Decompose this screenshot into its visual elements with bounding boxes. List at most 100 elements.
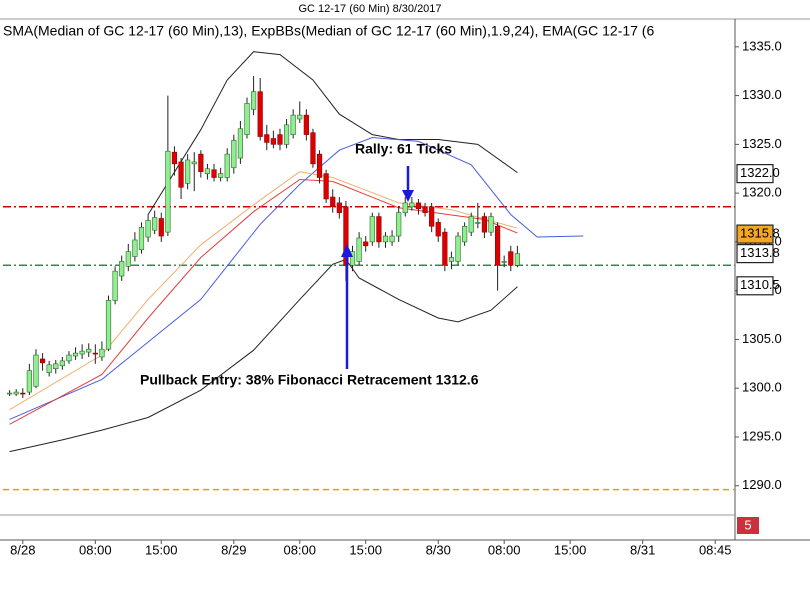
candle-body: [455, 235, 461, 262]
candle-body: [494, 225, 501, 266]
candle-body: [66, 354, 72, 362]
price-label-box: [736, 164, 774, 184]
candle-body: [244, 103, 250, 135]
y-tick-label: 1325.0: [742, 136, 782, 151]
chart-title: GC 12-17 (60 Min) 8/30/2017: [298, 3, 441, 15]
indicator-line: [9, 136, 584, 420]
candle-body: [145, 220, 151, 238]
candle-body: [231, 140, 237, 169]
candle-body: [363, 241, 369, 247]
alert-badge[interactable]: [737, 517, 759, 534]
candle-body: [20, 392, 26, 395]
price-label-box: [736, 276, 774, 296]
x-tick-label: 08:00: [79, 542, 112, 557]
candle-body: [59, 360, 65, 367]
plot-area: [3, 51, 735, 491]
indicator-line: [9, 178, 518, 425]
candle-body: [33, 354, 39, 387]
candle-body: [488, 216, 494, 233]
y-tick-label: 1335.0: [742, 38, 782, 53]
candle-body: [290, 114, 296, 135]
candle-body: [422, 206, 428, 213]
candle-body: [356, 237, 362, 262]
price-label: 1315.8: [740, 226, 780, 241]
candle-body: [270, 138, 276, 145]
candle-body: [376, 216, 382, 243]
candle-body: [462, 225, 468, 243]
candle-body: [409, 202, 415, 208]
candle-body: [224, 153, 230, 178]
price-label: 1313.8: [740, 245, 780, 260]
candle-body: [481, 216, 488, 233]
y-tick-label: 1300.0: [742, 380, 782, 395]
candle-body: [415, 202, 422, 210]
arrow-head: [402, 190, 414, 202]
candle-body: [369, 216, 375, 243]
candle-body: [125, 251, 131, 267]
arrow-head: [341, 244, 353, 257]
candle-body: [349, 251, 356, 266]
y-tick-label: 1295.0: [742, 428, 782, 443]
alert-count[interactable]: 5: [744, 517, 751, 532]
y-tick-label: 1305.0: [742, 331, 782, 346]
candle-body: [178, 161, 184, 188]
candle-body: [382, 235, 389, 243]
candle-body: [152, 217, 158, 231]
price-label-box: [736, 224, 774, 244]
candle-body: [237, 128, 244, 159]
candle-body: [165, 150, 171, 233]
candle-body: [112, 270, 118, 301]
indicator-legend: SMA(Median of GC 12-17 (60 Min),13), Exp…: [3, 23, 654, 39]
candle-body: [283, 124, 290, 145]
candle-body: [185, 159, 191, 184]
candle-body: [204, 168, 211, 174]
candle-body: [39, 358, 46, 364]
candle-body: [323, 173, 329, 200]
candle-body: [475, 222, 481, 224]
indicator-line: [147, 51, 518, 215]
candle-body: [250, 91, 257, 110]
candle-body: [53, 363, 59, 369]
annotation: Pullback Entry: 38% Fibonacci Retracemen…: [140, 372, 479, 388]
x-tick-label: 8/29: [221, 542, 246, 557]
candle-body: [389, 235, 395, 243]
candle-body: [264, 134, 270, 143]
candle-body: [171, 151, 178, 165]
y-tick-label: 1290.0: [742, 477, 782, 492]
candle-body: [138, 226, 145, 251]
candle-body: [303, 114, 309, 135]
candle-body: [402, 202, 408, 213]
candle-body: [336, 202, 342, 213]
candle-body: [310, 132, 316, 165]
candle-body: [158, 218, 164, 237]
x-tick-label: 15:00: [554, 542, 587, 557]
candle-body: [257, 91, 263, 137]
candle-body: [468, 216, 474, 233]
y-tick-label: 1330.0: [742, 87, 782, 102]
x-tick-label: 8/31: [630, 542, 655, 557]
candle-body: [442, 231, 448, 266]
candle-body: [99, 348, 105, 358]
candle-body: [501, 261, 507, 263]
candle-body: [448, 257, 455, 262]
price-label: 1310.5: [740, 277, 780, 292]
candle-body: [72, 352, 79, 357]
candle-body: [86, 348, 92, 353]
candle-body: [514, 253, 520, 266]
price-label: 1322.0: [740, 165, 780, 180]
annotation: Rally: 61 Ticks: [355, 141, 452, 157]
candle-body: [105, 300, 112, 350]
candle-body: [198, 153, 204, 172]
candle-body: [119, 261, 125, 277]
candle-body: [26, 370, 32, 393]
candle-body: [277, 134, 283, 145]
indicator-line: [9, 258, 518, 453]
candle-body: [79, 350, 85, 355]
candle-body: [218, 173, 224, 178]
candle-body: [316, 153, 323, 178]
candle-body: [330, 196, 336, 208]
candle-body: [508, 251, 514, 266]
x-tick-label: 08:00: [488, 542, 521, 557]
x-tick-label: 8/28: [10, 542, 35, 557]
